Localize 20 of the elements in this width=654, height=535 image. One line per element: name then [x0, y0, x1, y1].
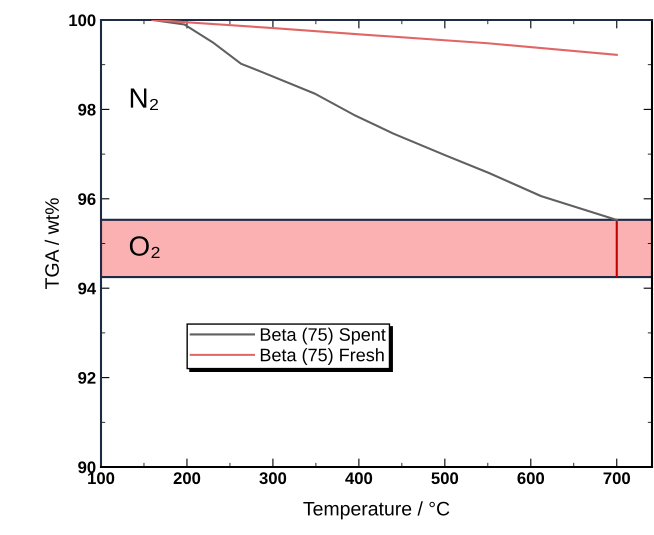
legend-label: Beta (75) Fresh [260, 348, 384, 365]
y-tick-label: 92 [78, 372, 96, 384]
y-tick-label: 98 [78, 104, 96, 116]
x-tick-label: 400 [345, 472, 372, 484]
x-tick-label: 600 [518, 472, 544, 484]
y-tick-label: 100 [69, 14, 96, 26]
y-tick-label: 90 [78, 461, 96, 474]
x-tick-label: 700 [604, 472, 630, 484]
y-tick-label: 94 [78, 282, 96, 294]
y-tick-label: 96 [78, 193, 96, 206]
annotation: N₂ [130, 88, 158, 110]
line-series [152, 20, 618, 56]
x-tick-label: 500 [431, 472, 458, 484]
x-axis-title: Temperature / °C [303, 501, 450, 520]
legend-label: Beta (75) Spent [260, 328, 386, 345]
band-label: O₂ [130, 236, 160, 258]
x-tick-label: 200 [174, 472, 200, 484]
x-tick-label: 300 [259, 472, 286, 484]
x-tick-label: 100 [88, 472, 114, 484]
y-axis-title: TGA / wt% [44, 198, 59, 289]
